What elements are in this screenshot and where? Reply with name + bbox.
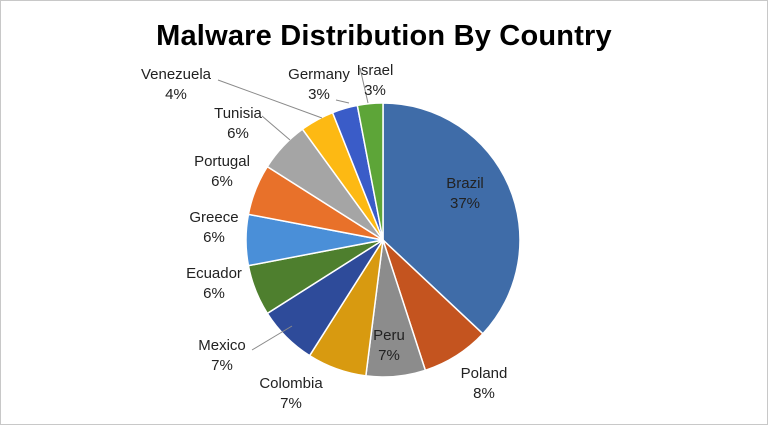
slice-label-name-peru: Peru xyxy=(373,327,405,344)
slice-label-value-mexico: 7% xyxy=(211,357,233,374)
slice-label-value-israel: 3% xyxy=(364,82,386,99)
slice-label-name-poland: Poland xyxy=(461,365,508,382)
pie-slice-brazil xyxy=(382,102,521,335)
slice-label-value-peru: 7% xyxy=(378,347,400,364)
leader-line-venezuela xyxy=(217,79,323,119)
leader-line-israel xyxy=(359,67,369,104)
slice-label-name-greece: Greece xyxy=(189,209,238,226)
slice-label-value-brazil: 37% xyxy=(450,195,480,212)
slice-label-value-poland: 8% xyxy=(473,385,495,402)
slice-label-value-greece: 6% xyxy=(203,229,225,246)
chart-title: Malware Distribution By Country xyxy=(156,20,612,52)
leader-line-mexico xyxy=(251,325,293,351)
slice-label-name-brazil: Brazil xyxy=(446,175,484,192)
slice-label-name-israel: Israel xyxy=(357,62,394,79)
slice-label-name-germany: Germany xyxy=(288,66,350,83)
leader-line-tunisia xyxy=(261,115,291,141)
slice-label-name-mexico: Mexico xyxy=(198,337,246,354)
leader-lines xyxy=(217,67,369,351)
leader-line-germany xyxy=(335,99,350,104)
slice-label-name-colombia: Colombia xyxy=(259,375,323,392)
slice-label-value-colombia: 7% xyxy=(280,395,302,412)
slice-label-name-ecuador: Ecuador xyxy=(186,265,242,282)
slice-labels: Brazil 37% Poland 8% Peru 7% Colombia 7% Mexico 7… xyxy=(141,62,507,412)
slice-label-value-portugal: 6% xyxy=(211,173,233,190)
pie-slice-israel xyxy=(356,102,384,241)
slice-label-name-portugal: Portugal xyxy=(194,153,250,170)
slice-label-value-tunisia: 6% xyxy=(227,125,249,142)
slice-label-value-germany: 3% xyxy=(308,86,330,103)
pie-slices xyxy=(245,102,521,378)
slice-label-name-venezuela: Venezuela xyxy=(141,66,212,83)
slice-label-value-ecuador: 6% xyxy=(203,285,225,302)
slice-label-name-tunisia: Tunisia xyxy=(214,105,262,122)
slice-label-value-venezuela: 4% xyxy=(165,86,187,103)
